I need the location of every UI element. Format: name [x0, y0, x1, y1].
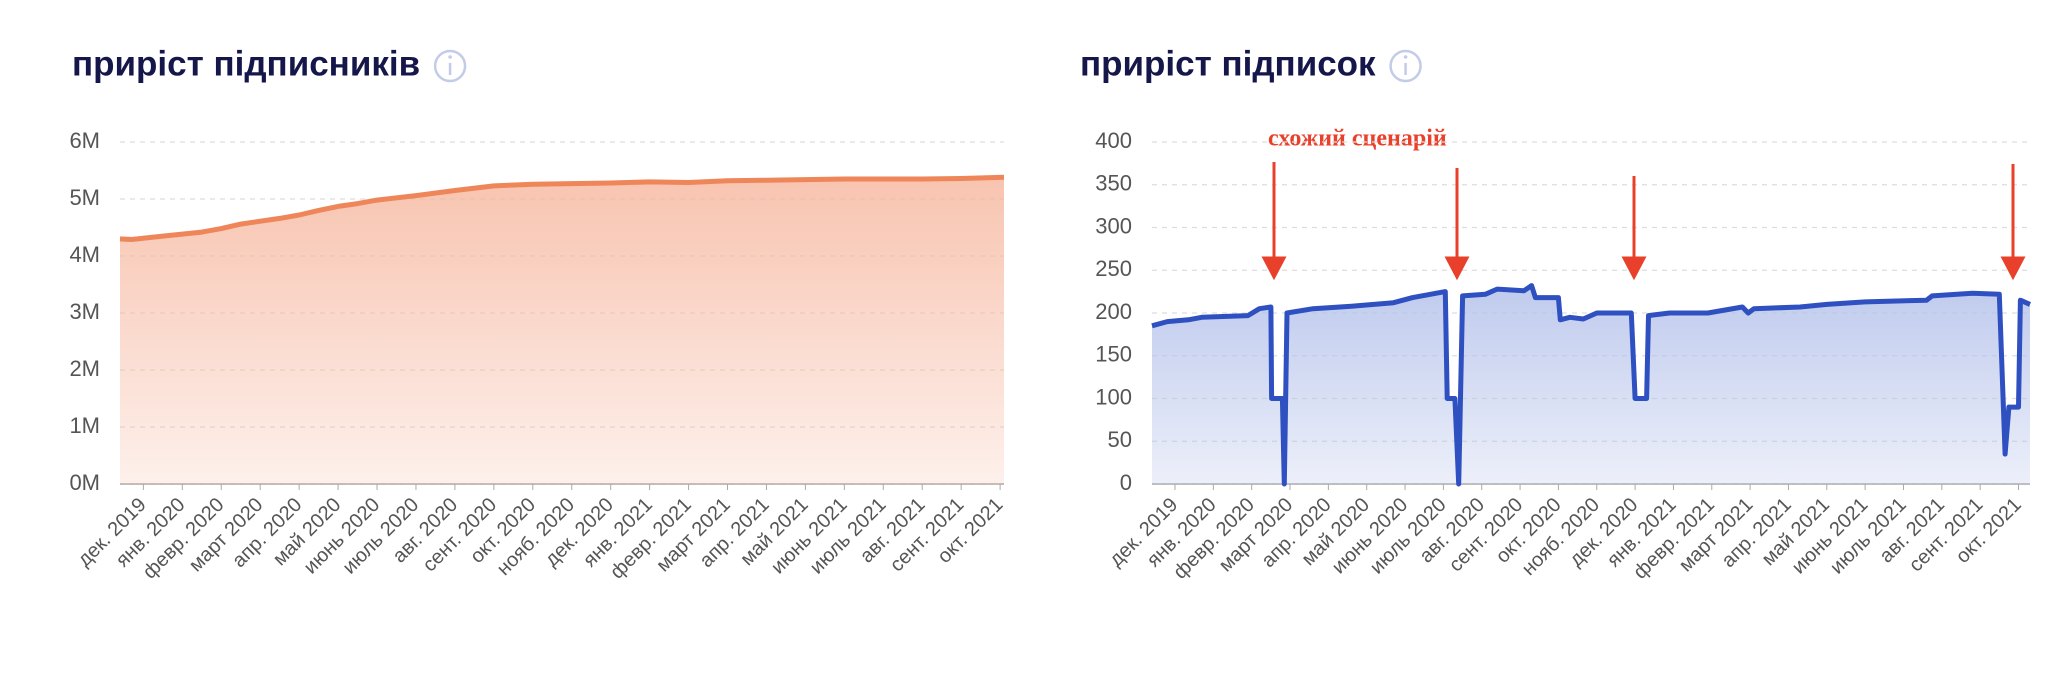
y-tick-label: 0M [69, 470, 100, 495]
chart-title: приріст підписників [72, 44, 420, 83]
y-tick-label: 6M [69, 128, 100, 153]
info-icon-dot [448, 55, 452, 59]
line [1151, 283, 2032, 487]
y-tick-label: 3M [69, 299, 100, 324]
y-tick-label: 2M [69, 356, 100, 381]
y-tick-label: 150 [1095, 342, 1132, 367]
chart-title: приріст підписок [1080, 44, 1376, 83]
y-tick-label: 200 [1095, 299, 1132, 324]
annotation: схожий сценарій [1268, 126, 1447, 152]
y-tick-label: 1M [69, 413, 100, 438]
y-tick-label: 5M [69, 185, 100, 210]
info-icon [433, 49, 467, 83]
line [119, 174, 1005, 242]
info-icon-dot [1403, 55, 1408, 59]
y-tick-label: 300 [1095, 213, 1132, 238]
area [1152, 285, 2030, 484]
arrows [1261, 162, 2026, 281]
y-tick-label: 4M [69, 242, 100, 267]
area [120, 177, 1004, 485]
y-tick-label: 100 [1095, 384, 1132, 409]
y-tick-label: 0 [1120, 470, 1132, 495]
y-tick-label: 250 [1095, 256, 1132, 281]
y-tick-label: 50 [1108, 427, 1132, 452]
y-tick-label: 400 [1095, 128, 1132, 153]
y-tick-label: 350 [1095, 171, 1132, 196]
info-icon [1389, 49, 1422, 83]
